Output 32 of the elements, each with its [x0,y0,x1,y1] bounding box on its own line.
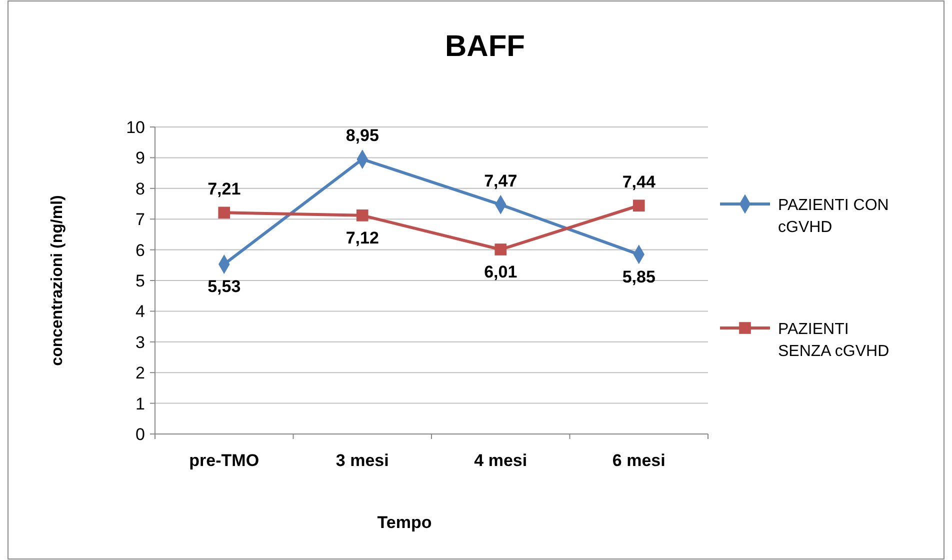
y-tick-label: 1 [136,394,145,414]
y-tick-label: 8 [136,179,145,198]
legend-label: PAZIENTI SENZA cGVHD [778,321,890,360]
y-tick-label: 7 [136,210,145,230]
x-tick-label: pre-TMO [189,451,260,470]
data-label: 8,95 [346,126,379,146]
y-tick-label: 6 [136,240,145,260]
point [356,210,368,222]
x-tick-label: 3 mesi [336,451,389,470]
y-tick-label: 9 [136,148,145,168]
x-tick-label: 4 mesi [474,451,528,470]
legend-label: PAZIENTI CON cGVHD [778,197,889,236]
data-label: 6,01 [484,262,518,282]
point [494,244,507,256]
y-tick-label: 2 [136,364,145,383]
x-tick-label: 6 mesi [612,451,666,470]
y-tick-label: 10 [126,118,145,137]
y-tick-label: 4 [136,302,145,322]
data-label: 7,12 [346,228,379,248]
y-tick-label: 3 [136,332,145,352]
chart-title: BAFF [445,30,525,63]
data-label: 7,21 [208,180,241,199]
data-label: 7,47 [484,172,518,191]
y-tick-label: 5 [136,272,145,290]
y-tick-label: 0 [136,425,145,444]
data-label: 5,53 [208,277,241,296]
point [218,206,230,219]
x-axis-title: Tempo [377,513,432,532]
data-label: 7,44 [622,172,656,192]
y-axis-title: concentrazioni (ng/ml) [49,195,66,366]
data-label: 5,85 [622,267,656,286]
point [632,200,645,212]
